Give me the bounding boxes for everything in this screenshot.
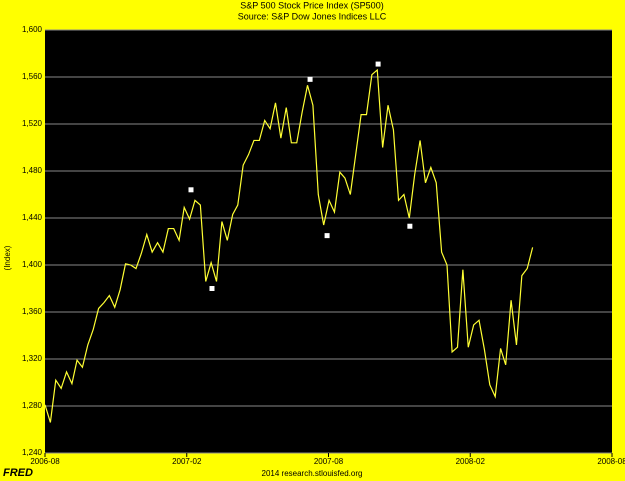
y-tick-label: 1,520 — [22, 119, 43, 128]
y-axis-label: (Index) — [3, 245, 12, 270]
y-tick-label: 1,560 — [22, 72, 43, 81]
marker — [407, 223, 413, 229]
y-tick-label: 1,320 — [22, 354, 43, 363]
y-tick-label: 1,360 — [22, 307, 43, 316]
x-tick-label: 2006-08 — [30, 457, 60, 466]
marker — [188, 187, 194, 193]
x-tick-label: 2008-02 — [456, 457, 486, 466]
y-tick-label: 1,480 — [22, 166, 43, 175]
marker — [324, 233, 330, 239]
marker — [307, 76, 313, 82]
y-tick-label: 1,400 — [22, 260, 43, 269]
x-tick-label: 2008-08 — [597, 457, 625, 466]
logo: FRED — [3, 467, 33, 479]
marker — [209, 286, 215, 291]
marker — [375, 61, 381, 67]
y-tick-label: 1,440 — [22, 213, 43, 222]
x-tick-label: 2007-02 — [172, 457, 202, 466]
x-tick-label: 2007-08 — [314, 457, 344, 466]
y-tick-label: 1,600 — [22, 25, 43, 34]
plot-area — [45, 30, 612, 453]
y-tick-label: 1,240 — [22, 448, 43, 457]
y-tick-label: 1,280 — [22, 401, 43, 410]
line — [44, 68, 534, 423]
chart-subtitle: Source: S&P Dow Jones Indices LLC — [238, 11, 387, 21]
chart-title: S&P 500 Stock Price Index (SP500) — [240, 0, 383, 10]
footer: 2014 research.stlouisfed.org — [262, 469, 363, 478]
